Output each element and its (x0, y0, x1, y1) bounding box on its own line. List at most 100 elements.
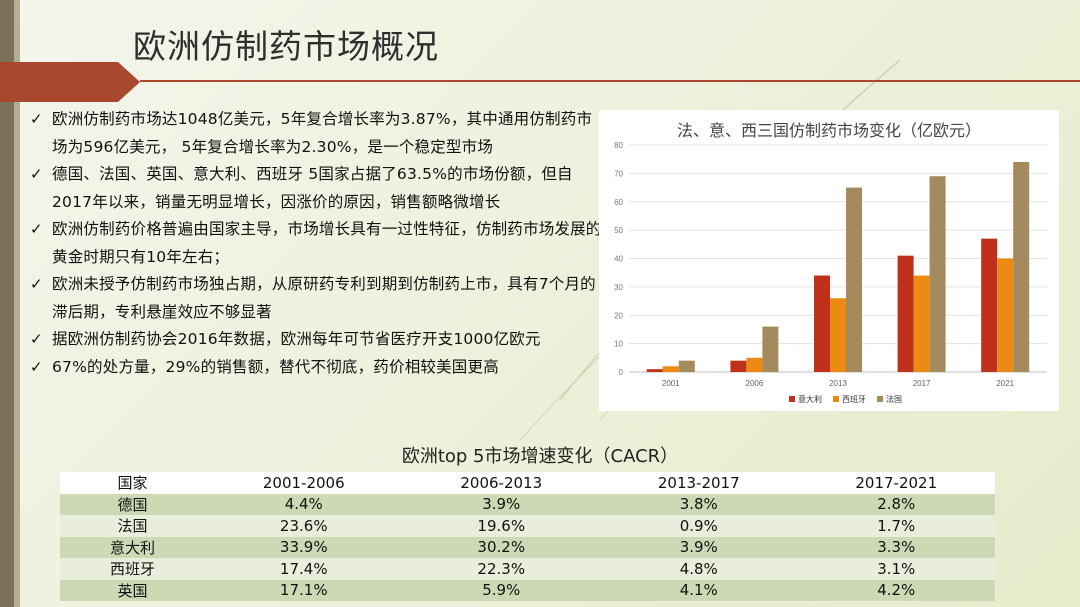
bar-法国 (762, 326, 779, 372)
x-tick-label: 2006 (746, 379, 764, 388)
bar-意大利 (981, 238, 998, 372)
table-cell: 3.9% (679, 538, 718, 557)
bullet-text: 67%的处方量，29%的销售额，替代不彻底，药价相较美国更高 (52, 357, 499, 376)
table-header-row: 国家 2001-2006 2006-2013 2013-2017 2017-20… (60, 472, 995, 494)
table-cell: 3.8% (679, 495, 718, 514)
legend-label: 意大利 (798, 394, 822, 404)
table-cell: 22.3% (477, 559, 526, 578)
table-cell: 3.1% (877, 559, 916, 578)
y-tick-label: 70 (614, 169, 623, 178)
table-cell: 2.8% (877, 495, 916, 514)
bullet-text: 据欧洲仿制药协会2016年数据，欧洲每年可节省医疗开支1000亿欧元 (52, 330, 541, 348)
y-tick-label: 0 (619, 368, 624, 377)
table-cell: 17.4% (279, 559, 328, 578)
header-cell: 2013-2017 (657, 473, 740, 492)
legend-swatch (789, 396, 795, 402)
header-cell: 2006-2013 (460, 473, 543, 492)
check-icon: ✓ (30, 165, 43, 183)
check-icon: ✓ (30, 357, 43, 376)
chart-title: 法、意、西三国仿制药市场变化（亿欧元） (676, 121, 981, 140)
left-decor-stripe (14, 0, 20, 607)
bar-意大利 (814, 275, 830, 372)
table-row: 英国 17.1% 5.9% 4.1% 4.2% (60, 579, 995, 601)
check-icon: ✓ (30, 275, 43, 293)
y-tick-label: 80 (614, 141, 623, 150)
check-icon: ✓ (30, 220, 43, 238)
header-cell: 2017-2021 (855, 473, 938, 492)
table-cell: 5.9% (482, 581, 521, 600)
table-cell: 3.9% (482, 495, 521, 514)
bullet-text: 欧洲未授予仿制药市场独占期，从原研药专利到期到仿制药上市，具有7个月的滞后期，专… (52, 275, 596, 321)
bullet-item: ✓ 据欧洲仿制药协会2016年数据，欧洲每年可节省医疗开支1000亿欧元 (30, 326, 605, 354)
table-row: 西班牙 17.4% 22.3% 4.8% 3.1% (60, 558, 995, 580)
bullet-item: ✓ 欧洲未授予仿制药市场独占期，从原研药专利到期到仿制药上市，具有7个月的滞后期，… (30, 271, 605, 326)
bar-chart-panel: 法、意、西三国仿制药市场变化（亿欧元） 0 10 20 30 40 50 60 70 80 200… (599, 110, 1059, 411)
y-tick-label: 60 (614, 198, 623, 207)
x-tick-label: 2001 (662, 379, 680, 388)
table-cell: 4.1% (679, 581, 718, 600)
table-cell: 19.6% (477, 516, 526, 535)
x-tick-label: 2017 (913, 379, 931, 388)
table-cell: 0.9% (679, 516, 718, 535)
bar-西班牙 (997, 258, 1014, 372)
check-icon: ✓ (30, 110, 43, 128)
table-cell: 意大利 (109, 538, 155, 557)
bullet-item: ✓ 67%的处方量，29%的销售额，替代不彻底，药价相较美国更高 (30, 354, 605, 382)
header-cell: 2001-2006 (262, 473, 345, 492)
bar-法国 (929, 176, 946, 372)
table-cell: 17.1% (279, 581, 328, 600)
bar-法国 (1013, 162, 1030, 372)
table-cell: 英国 (117, 581, 148, 600)
bullet-list: ✓ 欧洲仿制药市场达1048亿美元，5年复合增长率为3.87%，其中通用仿制药市场… (30, 106, 605, 381)
bullet-text: 德国、法国、英国、意大利、西班牙 5国家占据了63.5%的市场份额，但自2017… (52, 165, 573, 211)
table-cell: 法国 (117, 517, 148, 536)
table-cell: 4.2% (877, 581, 916, 600)
y-tick-label: 50 (614, 226, 623, 235)
table-cell: 4.4% (284, 495, 323, 514)
bar-西班牙 (913, 275, 930, 372)
bar-西班牙 (662, 366, 679, 372)
legend-swatch (877, 396, 883, 402)
table-cell: 德国 (117, 495, 148, 514)
table-cell: 30.2% (477, 538, 526, 557)
table-cell: 1.7% (877, 516, 916, 535)
y-tick-label: 30 (614, 283, 623, 292)
y-tick-label: 10 (614, 340, 623, 349)
title-accent-arrow (0, 62, 140, 102)
bar-意大利 (730, 360, 747, 372)
table-row: 意大利 33.9% 30.2% 3.9% 3.3% (60, 536, 995, 558)
check-icon: ✓ (30, 330, 43, 348)
bullet-item: ✓ 欧洲仿制药价格普遍由国家主导，市场增长具有一过性特征，仿制药市场发展的黄金时期… (30, 216, 605, 271)
header-cell: 国家 (117, 474, 148, 493)
table-row: 德国 4.4% 3.9% 3.8% 2.8% (60, 493, 995, 515)
bar-chart: 0 10 20 30 40 50 60 70 80 2001 2006 2013 2017 2021 意大利… (614, 141, 1047, 404)
bullet-text: 欧洲仿制药市场达1048亿美元，5年复合增长率为3.87%，其中通用仿制药市场为… (52, 110, 593, 156)
growth-table: 国家 2001-2006 2006-2013 2013-2017 2017-20… (60, 472, 995, 601)
bullet-item: ✓ 德国、法国、英国、意大利、西班牙 5国家占据了63.5%的市场份额，但自201… (30, 161, 605, 216)
x-tick-label: 2013 (829, 379, 847, 388)
bar-意大利 (646, 369, 663, 372)
slide-title: 欧洲仿制药市场概况 (133, 27, 439, 66)
y-tick-label: 40 (614, 255, 623, 264)
table-caption: 欧洲top 5市场增速变化（CACR） (401, 446, 679, 467)
bullet-text: 欧洲仿制药价格普遍由国家主导，市场增长具有一过性特征，仿制药市场发展的黄金时期只… (52, 220, 602, 266)
bar-法国 (846, 187, 862, 372)
x-tick-label: 2021 (996, 379, 1014, 388)
y-tick-label: 20 (614, 311, 623, 320)
bullet-item: ✓ 欧洲仿制药市场达1048亿美元，5年复合增长率为3.87%，其中通用仿制药市场… (30, 106, 605, 161)
title-underline (140, 80, 1080, 82)
bar-意大利 (897, 255, 914, 372)
table-cell: 23.6% (279, 516, 328, 535)
bar-西班牙 (830, 298, 846, 372)
bar-西班牙 (746, 357, 763, 372)
table-cell: 33.9% (279, 538, 328, 557)
table-cell: 西班牙 (109, 560, 155, 579)
legend-label: 西班牙 (842, 394, 866, 404)
left-decor-band (0, 0, 14, 607)
legend-label: 法国 (886, 394, 902, 404)
table-row: 法国 23.6% 19.6% 0.9% 1.7% (60, 515, 995, 537)
bar-法国 (678, 360, 695, 372)
legend-swatch (833, 396, 839, 402)
table-cell: 3.3% (877, 538, 916, 557)
table-cell: 4.8% (679, 559, 718, 578)
